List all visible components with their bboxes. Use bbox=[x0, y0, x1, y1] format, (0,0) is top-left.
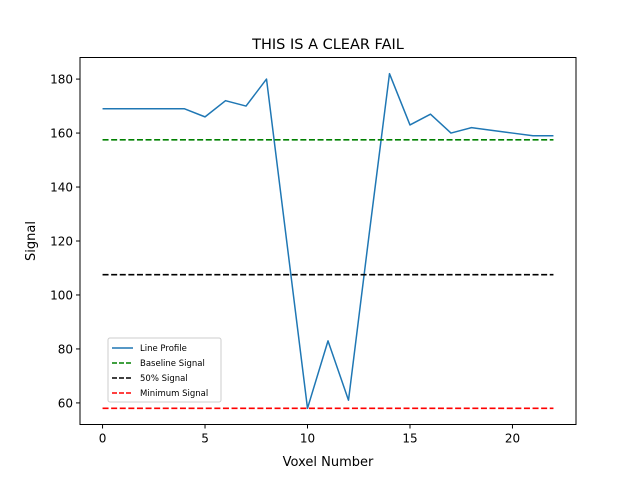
x-tick-label: 5 bbox=[201, 432, 209, 446]
y-tick-label: 60 bbox=[58, 396, 73, 410]
y-tick-label: 180 bbox=[50, 73, 73, 87]
y-tick-label: 160 bbox=[50, 127, 73, 141]
legend-label: Minimum Signal bbox=[140, 389, 208, 399]
plot-series bbox=[102, 72, 554, 410]
x-tick-label: 0 bbox=[99, 432, 107, 446]
y-tick-label: 100 bbox=[50, 288, 73, 302]
x-tick-label: 10 bbox=[300, 432, 315, 446]
legend-label: Line Profile bbox=[140, 344, 187, 354]
x-tick-label: 15 bbox=[402, 432, 417, 446]
y-tick-label: 140 bbox=[50, 181, 73, 195]
y-tick-label: 80 bbox=[58, 342, 73, 356]
y-axis-label: Signal bbox=[24, 221, 39, 261]
y-tick-label: 120 bbox=[50, 235, 73, 249]
legend-box bbox=[107, 337, 222, 403]
series-line-0 bbox=[102, 72, 554, 410]
legend: Line Profile Baseline Signal 50% Signal Min… bbox=[107, 337, 222, 403]
legend-label: Baseline Signal bbox=[140, 359, 205, 369]
x-axis-label: Voxel Number bbox=[283, 455, 374, 470]
x-tick-label: 20 bbox=[505, 432, 520, 446]
legend-label: 50% Signal bbox=[140, 374, 188, 384]
chart-title: THIS IS A CLEAR FAIL bbox=[251, 37, 404, 53]
x-axis-ticks: 0 5 10 15 20 bbox=[99, 424, 520, 446]
y-axis-ticks: 60 80 100 120 140 160 180 bbox=[50, 73, 80, 410]
